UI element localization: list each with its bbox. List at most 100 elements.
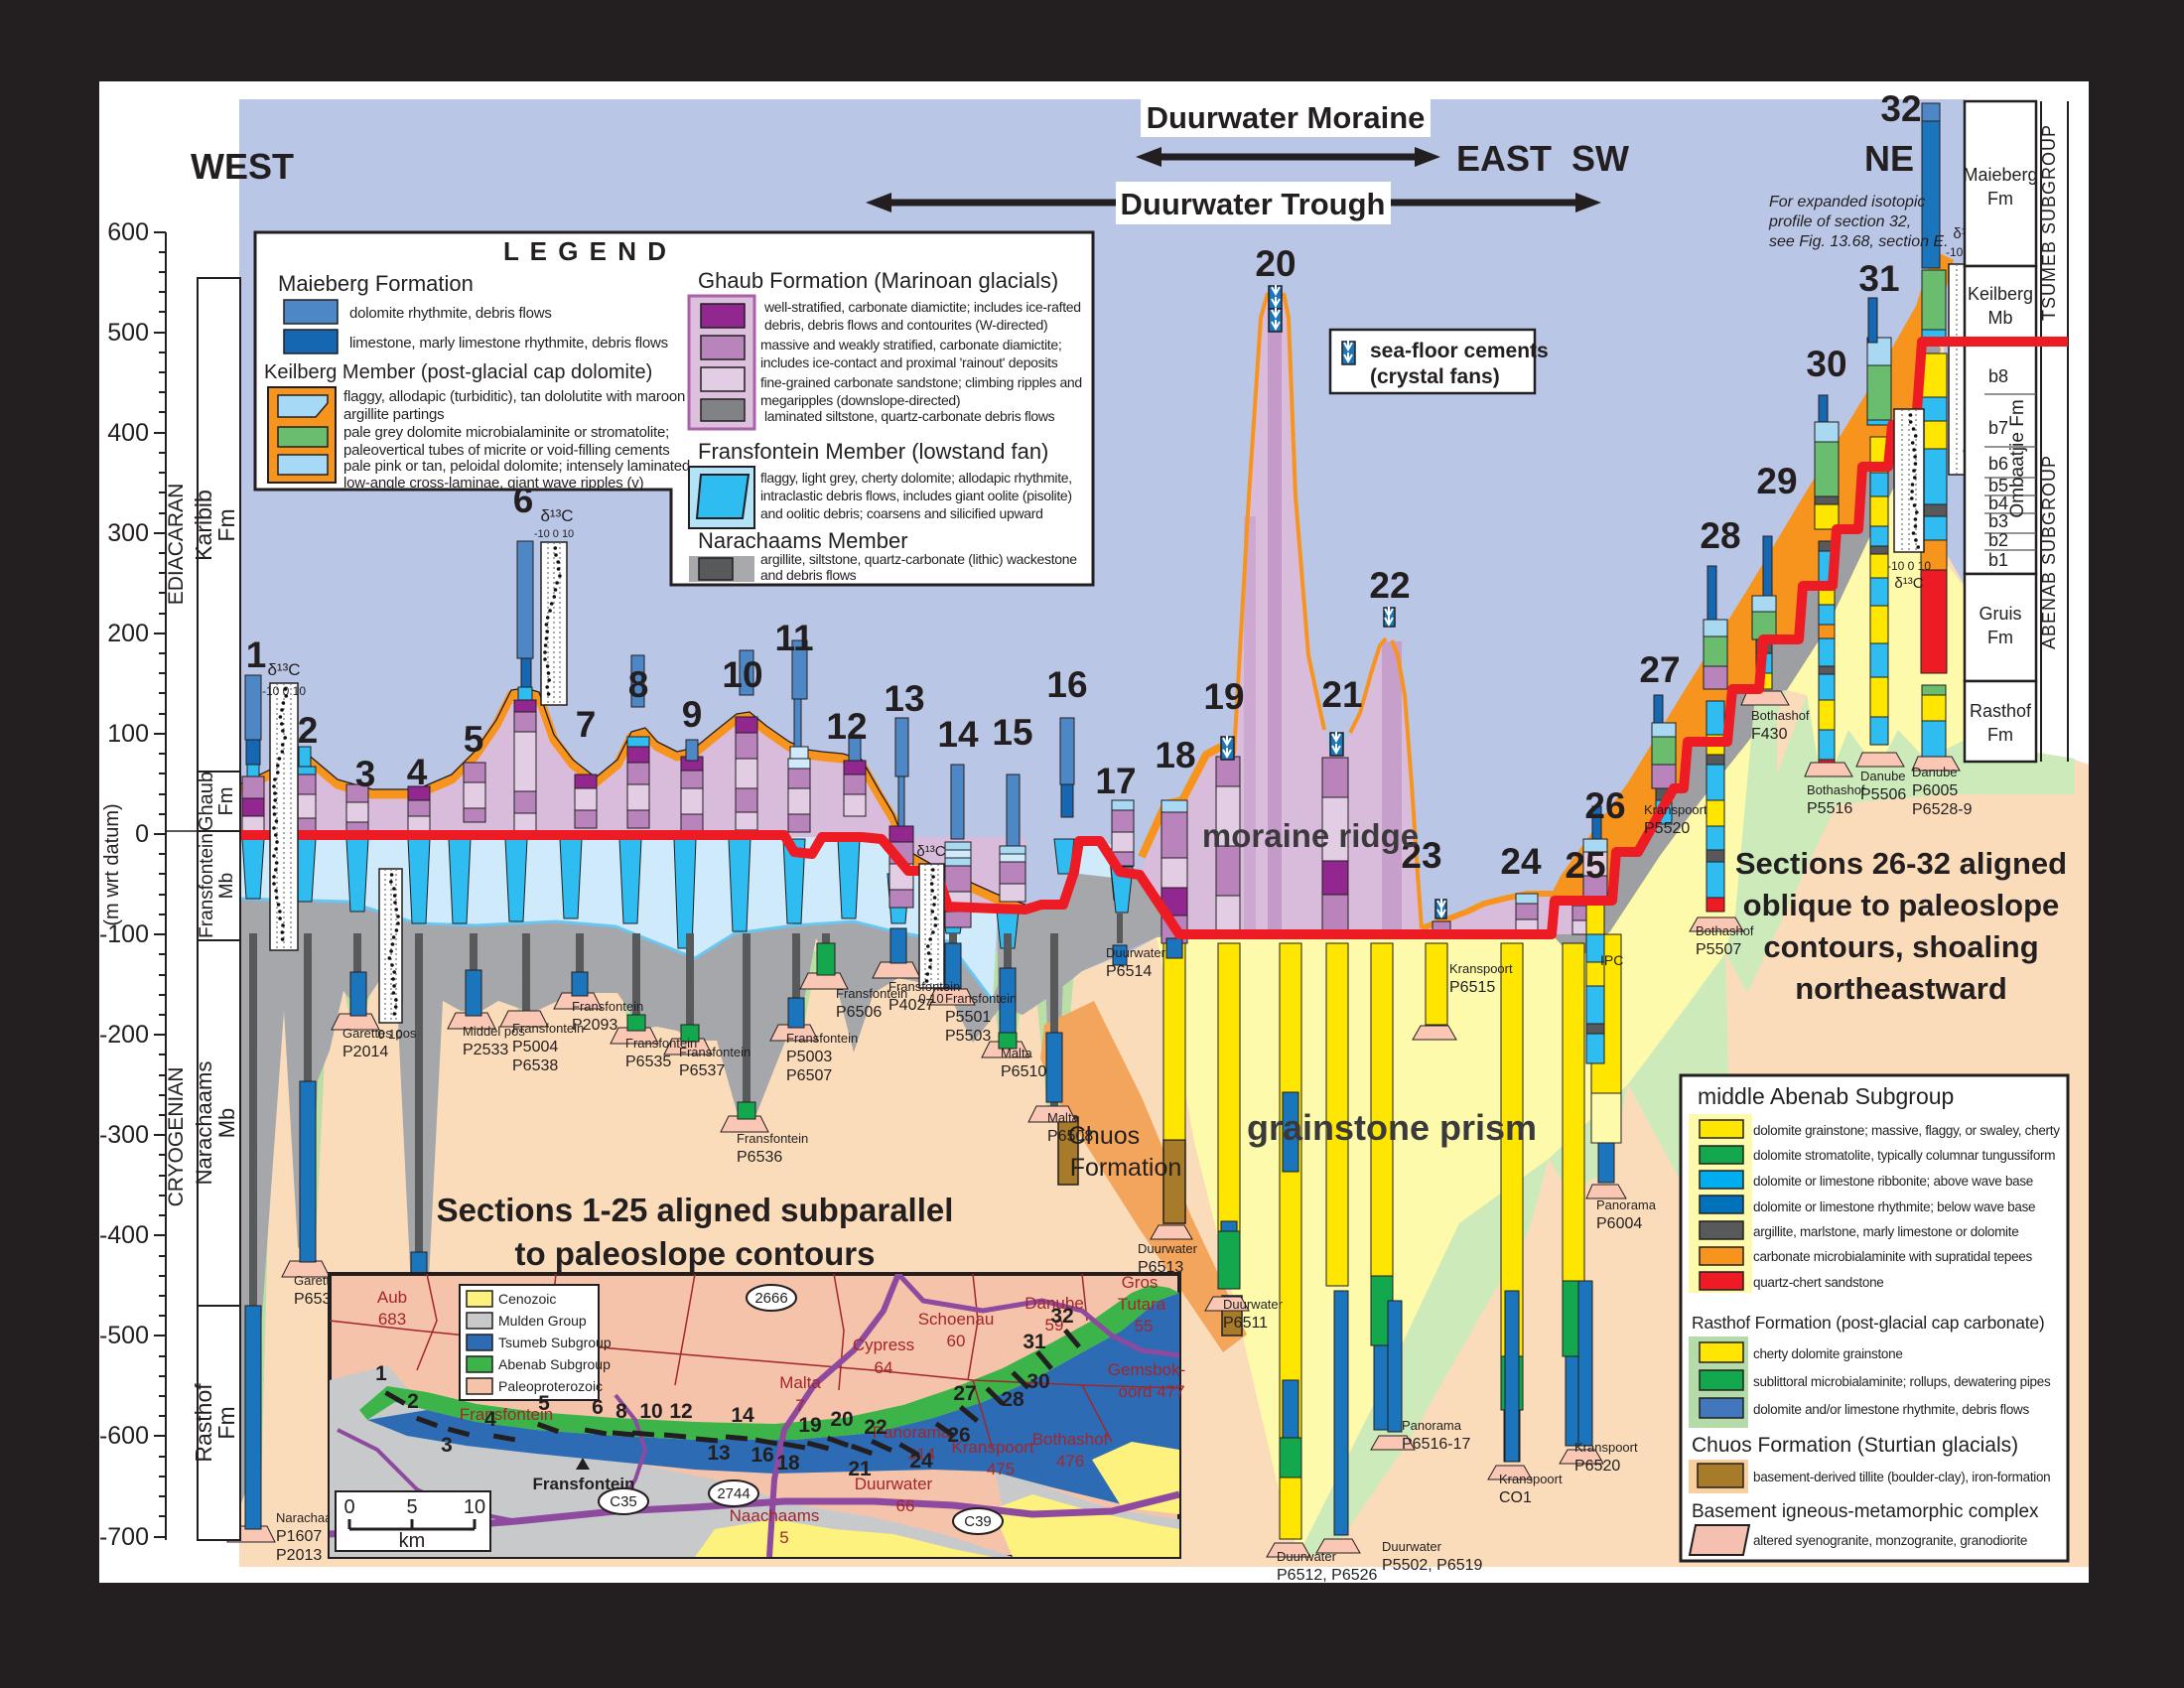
svg-text:Fm: Fm	[215, 787, 237, 816]
svg-text:altered syenogranite, monzogra: altered syenogranite, monzogranite, gran…	[1753, 1533, 2027, 1548]
svg-text:Fransfontein Member (lowstand: Fransfontein Member (lowstand fan)	[698, 439, 1048, 464]
svg-text:Mb: Mb	[216, 873, 237, 899]
svg-text:dolomite stromatolite, typical: dolomite stromatolite, typically columna…	[1753, 1148, 2055, 1163]
svg-text:P5507: P5507	[1696, 941, 1741, 958]
svg-text:b2: b2	[1988, 530, 2008, 550]
svg-text:-10 0 10: -10 0 10	[534, 528, 574, 540]
svg-text:Fransfontein: Fransfontein	[945, 991, 1017, 1006]
svg-text:2: 2	[407, 1390, 419, 1413]
svg-text:Panorama: Panorama	[873, 1423, 951, 1442]
svg-text:oord 477: oord 477	[1118, 1382, 1184, 1401]
svg-text:-200: -200	[99, 1021, 149, 1049]
svg-text:3: 3	[441, 1434, 453, 1457]
svg-text:P2014: P2014	[342, 1044, 388, 1060]
svg-text:Malta: Malta	[779, 1373, 821, 1392]
svg-text:Panorama: Panorama	[1402, 1418, 1462, 1433]
svg-text:5: 5	[406, 1496, 417, 1518]
svg-text:debris, debris flows and conto: debris, debris flows and contourites (W-…	[764, 317, 1047, 333]
svg-text:P5003: P5003	[786, 1049, 832, 1065]
svg-text:dolomite or limestone ribbonit: dolomite or limestone ribbonite; above w…	[1753, 1174, 2033, 1189]
svg-text:km: km	[399, 1530, 426, 1552]
svg-text:-300: -300	[99, 1121, 149, 1149]
svg-text:683: 683	[378, 1310, 406, 1329]
svg-text:Tsumeb Subgroup: Tsumeb Subgroup	[498, 1335, 612, 1350]
svg-text:flaggy, light grey, cherty dol: flaggy, light grey, cherty dolomite; all…	[760, 470, 1072, 486]
svg-text:31: 31	[1023, 1331, 1046, 1353]
svg-text:17: 17	[1095, 761, 1136, 801]
svg-text:16: 16	[751, 1444, 773, 1467]
svg-text:P5004: P5004	[512, 1039, 558, 1055]
svg-text:P5516: P5516	[1807, 800, 1852, 817]
svg-text:P6520: P6520	[1574, 1458, 1620, 1475]
svg-text:quartz-chert sandstone: quartz-chert sandstone	[1753, 1275, 1883, 1290]
svg-text:-400: -400	[99, 1221, 149, 1249]
svg-text:Mb: Mb	[214, 1108, 239, 1139]
svg-text:b4: b4	[1988, 493, 2008, 513]
svg-text:P6536: P6536	[737, 1149, 782, 1166]
svg-text:Rasthof: Rasthof	[191, 1383, 216, 1463]
svg-text:13: 13	[884, 678, 924, 719]
svg-text:P6528-9: P6528-9	[1912, 801, 1973, 818]
svg-text:Naachaams: Naachaams	[730, 1506, 820, 1525]
svg-text:Mulden Group: Mulden Group	[498, 1313, 587, 1329]
svg-text:24: 24	[909, 1450, 933, 1473]
svg-text:Bothashof: Bothashof	[1751, 708, 1810, 723]
svg-text:Chuos Formation (Sturtian glac: Chuos Formation (Sturtian glacials)	[1692, 1434, 2018, 1457]
svg-text:Chuos: Chuos	[1068, 1122, 1140, 1150]
svg-text:Ghaub: Ghaub	[196, 772, 217, 831]
svg-text:25: 25	[1565, 845, 1605, 886]
svg-text:Fransfontein: Fransfontein	[836, 986, 907, 1001]
svg-text:P1607: P1607	[276, 1528, 322, 1545]
svg-text:0 10: 0 10	[918, 991, 943, 1006]
svg-text:18: 18	[1155, 735, 1195, 775]
svg-text:Maieberg: Maieberg	[1963, 165, 2037, 185]
svg-text:7: 7	[795, 1396, 804, 1415]
svg-text:Garettes pos: Garettes pos	[342, 1026, 417, 1041]
svg-text:-700: -700	[99, 1523, 149, 1551]
svg-text:Rasthof Formation (post-glacia: Rasthof Formation (post-glacial cap carb…	[1692, 1313, 2045, 1333]
svg-text:P6514: P6514	[1106, 963, 1152, 980]
svg-text:Duurwater: Duurwater	[855, 1475, 933, 1493]
svg-text:27: 27	[953, 1382, 976, 1405]
svg-text:SW: SW	[1571, 138, 1629, 179]
svg-text:Duurwater: Duurwater	[1106, 945, 1166, 960]
svg-text:includes ice-contact and proxi: includes ice-contact and proximal 'raino…	[760, 354, 1058, 370]
svg-text:Gruis: Gruis	[1979, 604, 2021, 624]
svg-text:b3: b3	[1988, 511, 2008, 531]
svg-text:10: 10	[464, 1496, 485, 1518]
svg-text:2666: 2666	[754, 1290, 787, 1307]
svg-text:P6005: P6005	[1912, 782, 1958, 799]
svg-text:20: 20	[830, 1408, 853, 1431]
svg-text:32: 32	[1880, 88, 1921, 129]
svg-text:66: 66	[896, 1496, 915, 1515]
svg-text:314: 314	[907, 1445, 935, 1464]
svg-text:Malta: Malta	[1001, 1046, 1033, 1060]
svg-text:18: 18	[776, 1452, 800, 1475]
svg-text:2744: 2744	[717, 1485, 750, 1502]
svg-text:11: 11	[774, 618, 813, 658]
svg-text:WEST: WEST	[191, 146, 294, 187]
svg-text:carbonate microbialaminite wit: carbonate microbialaminite with supratid…	[1753, 1249, 2033, 1264]
svg-text:P6508: P6508	[1047, 1128, 1093, 1145]
svg-text:paleovertical tubes of micrite: paleovertical tubes of micrite or void-f…	[343, 442, 670, 459]
svg-text:476: 476	[1056, 1452, 1084, 1471]
svg-text:Fransfontein: Fransfontein	[786, 1031, 858, 1046]
svg-text:55: 55	[1135, 1317, 1154, 1336]
svg-text:22: 22	[1369, 565, 1410, 606]
svg-text:Fransfontein: Fransfontein	[888, 979, 960, 994]
svg-text:16: 16	[1046, 664, 1087, 705]
svg-text:31: 31	[1858, 258, 1899, 299]
svg-text:argillite, siltstone, quartz-c: argillite, siltstone, quartz-carbonate (…	[760, 551, 1077, 567]
svg-text:0: 0	[135, 820, 149, 848]
svg-text:Maieberg Formation: Maieberg Formation	[278, 271, 474, 296]
svg-text:Malta: Malta	[1047, 1110, 1080, 1125]
svg-text:1: 1	[246, 634, 267, 675]
svg-text:3: 3	[355, 754, 376, 794]
svg-text:4: 4	[484, 1408, 496, 1431]
svg-text:dolomite grainstone; massive,: dolomite grainstone; massive, flaggy, or…	[1753, 1123, 2060, 1138]
svg-text:14: 14	[937, 714, 979, 755]
svg-text:C35: C35	[610, 1493, 637, 1510]
svg-text:P4027: P4027	[888, 997, 934, 1014]
svg-text:19: 19	[1203, 676, 1244, 717]
svg-text:δ¹³C: δ¹³C	[540, 506, 573, 525]
